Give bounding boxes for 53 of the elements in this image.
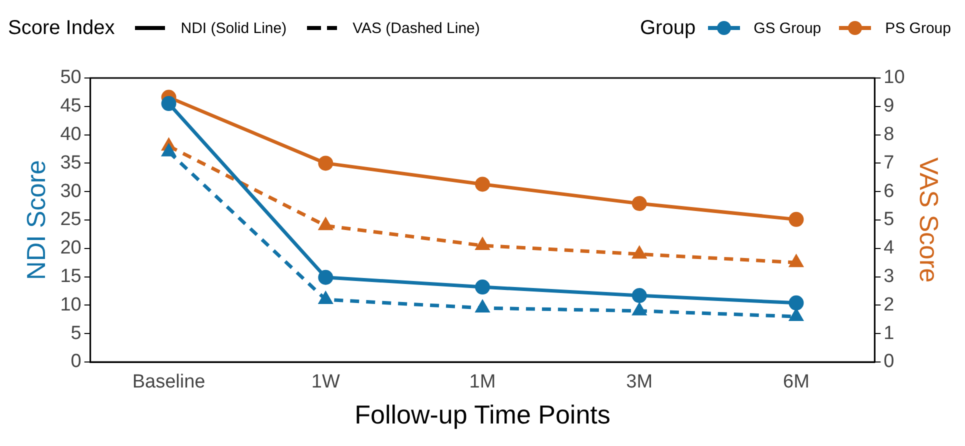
point [318, 216, 334, 230]
y2-tick-label: 8 [884, 124, 894, 146]
y2-axis-title: VAS Score [914, 157, 944, 283]
y-tick-label: 5 [70, 322, 82, 344]
y-tick-label: 30 [60, 180, 82, 202]
text: Score Index [8, 16, 115, 40]
point [318, 156, 334, 171]
y-tick-label: 35 [60, 152, 82, 174]
y-tick-label: 45 [60, 96, 82, 117]
x-axis-title: Follow-up Time Points [354, 400, 610, 430]
point [788, 254, 804, 268]
x-tick-label: 1M [469, 372, 496, 393]
point [474, 299, 490, 313]
x-tick-label: 6M [783, 372, 810, 393]
y2-tick-label: 1 [884, 322, 894, 344]
point [475, 280, 490, 295]
y-tick-label: 25 [60, 209, 82, 230]
y2-tick-label: 2 [884, 294, 894, 316]
y-tick-label: 20 [60, 238, 82, 259]
text: NDI (Solid Line) [180, 20, 287, 36]
point [160, 142, 177, 156]
legend-label: PS Group [885, 20, 951, 36]
y2-tick-label: 9 [884, 96, 894, 117]
text: VAS (Dashed Line) [352, 20, 480, 36]
point [788, 212, 804, 227]
point [318, 290, 334, 304]
y2-tick-label: 5 [884, 209, 894, 230]
y-axis-title: NDI Score [20, 160, 51, 280]
legend-label: GS Group [754, 20, 822, 36]
y2-tick-label: 3 [884, 266, 894, 288]
y2-tick-label: 0 [884, 351, 894, 372]
point [475, 176, 490, 192]
y-tick-label: 10 [60, 294, 82, 316]
point [632, 302, 648, 316]
x-tick-label: Baseline [132, 372, 206, 393]
legend-title: Group [640, 16, 696, 40]
y-tick-label: 50 [60, 67, 82, 88]
x-tick-label: 1W [311, 372, 340, 393]
y2-tick-label: 4 [884, 238, 895, 259]
point [632, 196, 647, 212]
point [318, 270, 334, 285]
y-tick-label: 0 [70, 351, 82, 372]
point [474, 236, 490, 250]
point [788, 295, 804, 310]
y2-tick-label: 10 [884, 67, 905, 88]
y-tick-label: 40 [60, 124, 82, 146]
y2-tick-label: 7 [884, 152, 894, 174]
y2-tick-label: 6 [884, 180, 894, 202]
point [632, 245, 648, 259]
point [161, 96, 176, 112]
y-tick-label: 15 [60, 266, 82, 288]
point [632, 288, 647, 304]
x-tick-label: 3M [626, 372, 653, 393]
